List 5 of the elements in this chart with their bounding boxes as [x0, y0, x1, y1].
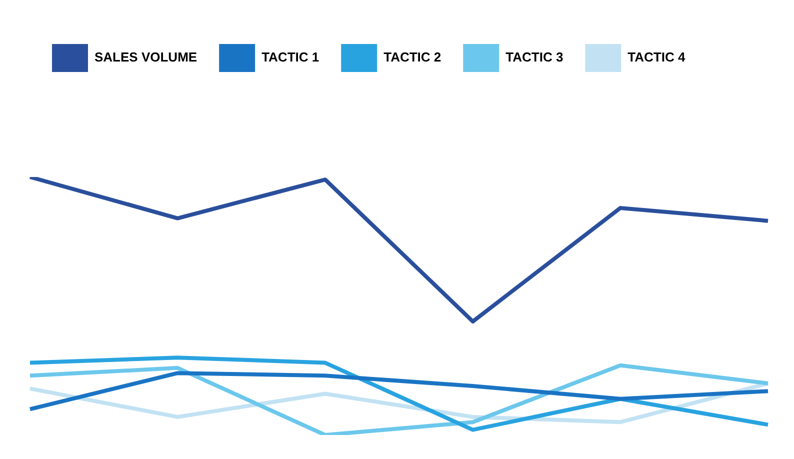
legend-label: TACTIC 4 — [628, 50, 686, 65]
legend-label: TACTIC 1 — [262, 50, 320, 65]
legend-label: SALES VOLUME — [94, 50, 198, 65]
legend-label: TACTIC 2 — [384, 50, 442, 65]
legend-label: TACTIC 3 — [506, 50, 564, 65]
